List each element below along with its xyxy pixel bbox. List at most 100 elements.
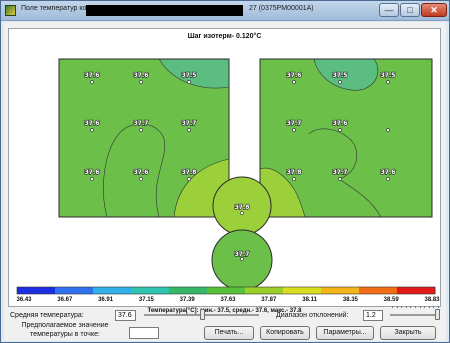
window-title-suffix: 27 (0375PM00001A) xyxy=(249,5,314,12)
left-temp-2-0: 37.6 xyxy=(85,169,100,176)
upper-circle-temp: 37.8 xyxy=(235,204,250,211)
thermal-map-icon xyxy=(5,5,16,16)
scale-tick-label: 38.35 xyxy=(342,297,358,303)
deviation-tick xyxy=(410,306,412,308)
scale-tick-label: 36.67 xyxy=(57,297,73,303)
temperature-map-canvas: Шаг изотерм- 0.120°C xyxy=(8,28,441,314)
scale-segment-0 xyxy=(17,287,56,294)
expected-temp-label-line2: температуры в точке: xyxy=(30,331,100,338)
right-temp-0-1: 37.5 xyxy=(333,72,348,79)
scale-segment-6 xyxy=(245,287,284,294)
left-temperature-points: 37.6 37.6 37.5 37.6 37.7 37.7 37.6 37.6 37.8 xyxy=(84,71,197,181)
right-point-2-2 xyxy=(386,177,390,181)
deviation-tick xyxy=(392,306,393,308)
left-temp-2-1: 37.6 xyxy=(134,169,149,176)
left-temp-0-2: 37.5 xyxy=(182,72,197,79)
left-temp-1-1: 37.7 xyxy=(134,120,149,127)
right-temp-1-0: 37.7 xyxy=(287,120,302,127)
left-temp-1-0: 37.6 xyxy=(85,120,100,127)
left-point-0-0 xyxy=(90,80,94,84)
avg-temp-label: Средняя температура: xyxy=(10,312,84,319)
close-button[interactable]: Закрыть xyxy=(380,326,436,340)
scale-tick-label: 38.59 xyxy=(383,297,399,303)
scale-segment-2 xyxy=(93,287,132,294)
right-point-1-2 xyxy=(386,128,390,132)
right-temperature-panel xyxy=(259,58,433,218)
left-point-0-2 xyxy=(187,80,191,84)
scale-segment-7 xyxy=(283,287,322,294)
left-point-1-0 xyxy=(90,128,94,132)
scale-tick-label: 38.11 xyxy=(302,297,317,303)
deviation-label: Диапазон отклонений: xyxy=(276,312,349,319)
left-point-2-0 xyxy=(90,177,94,181)
left-point-2-2 xyxy=(187,177,191,181)
right-temp-2-1: 37.7 xyxy=(333,169,348,176)
scale-tick-label: 37.63 xyxy=(220,297,236,303)
print-button[interactable]: Печать... xyxy=(204,326,254,340)
right-temp-0-2: 37.5 xyxy=(381,72,396,79)
lower-circle-temp: 37.7 xyxy=(235,251,250,258)
close-window-button[interactable]: ✕ xyxy=(421,3,447,17)
client-area: Шаг изотерм- 0.120°C xyxy=(4,22,446,341)
deviation-tick xyxy=(415,306,416,308)
scale-segment-10 xyxy=(397,287,436,294)
scale-tick-label: 37.87 xyxy=(261,297,277,303)
deviation-field[interactable]: 1.2 xyxy=(363,310,383,321)
expected-temp-label-line1: Предполагаемое значение xyxy=(21,322,109,329)
color-scale-bar xyxy=(16,286,436,295)
scale-segment-8 xyxy=(321,287,360,294)
copy-button[interactable]: Копировать xyxy=(260,326,310,340)
right-point-0-0 xyxy=(292,80,296,84)
left-point-0-1 xyxy=(139,80,143,84)
upper-circle-point xyxy=(240,211,244,215)
left-point-1-1 xyxy=(139,128,143,132)
scale-segment-3 xyxy=(131,287,170,294)
scale-tick-label: 36.91 xyxy=(98,297,114,303)
scale-tick-label: 38.83 xyxy=(424,297,440,303)
scale-segment-1 xyxy=(55,287,94,294)
left-temperature-panel xyxy=(58,58,230,218)
scale-border xyxy=(16,286,436,295)
temperature-summary: Температура[°C]: мин.- 37.5, средн.- 37.… xyxy=(147,308,302,314)
deviation-tick xyxy=(401,306,403,308)
scale-segment-4 xyxy=(169,287,208,294)
right-temperature-points: 37.6 37.5 37.5 37.7 37.6 37.8 37.7 37.6 xyxy=(286,71,396,181)
isotherm-step-label: Шаг изотерм- 0.120°C xyxy=(187,33,262,40)
deviation-tick xyxy=(428,306,430,308)
left-temp-0-1: 37.6 xyxy=(134,72,149,79)
right-point-1-0 xyxy=(292,128,296,132)
lower-circle-point xyxy=(240,257,244,261)
right-point-0-2 xyxy=(386,80,390,84)
right-temp-1-1: 37.6 xyxy=(333,120,348,127)
scale-segment-9 xyxy=(359,287,398,294)
deviation-tick xyxy=(438,306,439,308)
deviation-tick xyxy=(419,306,421,308)
left-temp-1-2: 37.7 xyxy=(182,120,197,127)
avg-temp-slider-thumb[interactable] xyxy=(199,309,205,320)
minimize-button[interactable]: — xyxy=(379,3,399,17)
scale-tick-label: 37.15 xyxy=(138,297,154,303)
right-point-1-1 xyxy=(338,128,342,132)
deviation-tick xyxy=(405,306,407,308)
deviation-tick xyxy=(424,306,426,308)
deviation-slider-thumb[interactable] xyxy=(435,309,440,320)
right-point-2-0 xyxy=(292,177,296,181)
maximize-button[interactable]: □ xyxy=(400,3,420,17)
deviation-tick xyxy=(433,306,435,308)
expected-temp-field[interactable] xyxy=(129,327,159,339)
params-button[interactable]: Параметры... xyxy=(316,326,374,340)
left-temp-0-0: 37.6 xyxy=(85,72,100,79)
left-point-2-1 xyxy=(139,177,143,181)
deviation-slider[interactable] xyxy=(390,314,440,316)
title-bar[interactable]: Поле температур кожи 27 (0375PM00001A) —… xyxy=(1,1,449,21)
right-temp-2-0: 37.8 xyxy=(287,169,302,176)
avg-temp-field[interactable]: 37.6 xyxy=(115,310,136,321)
right-point-0-1 xyxy=(338,80,342,84)
left-temp-2-2: 37.8 xyxy=(182,169,197,176)
right-point-2-1 xyxy=(338,177,342,181)
window-title: Поле температур кожи xyxy=(21,5,95,12)
redacted-title-block xyxy=(86,5,243,16)
right-temp-2-2: 37.6 xyxy=(381,169,396,176)
left-point-1-2 xyxy=(187,128,191,132)
